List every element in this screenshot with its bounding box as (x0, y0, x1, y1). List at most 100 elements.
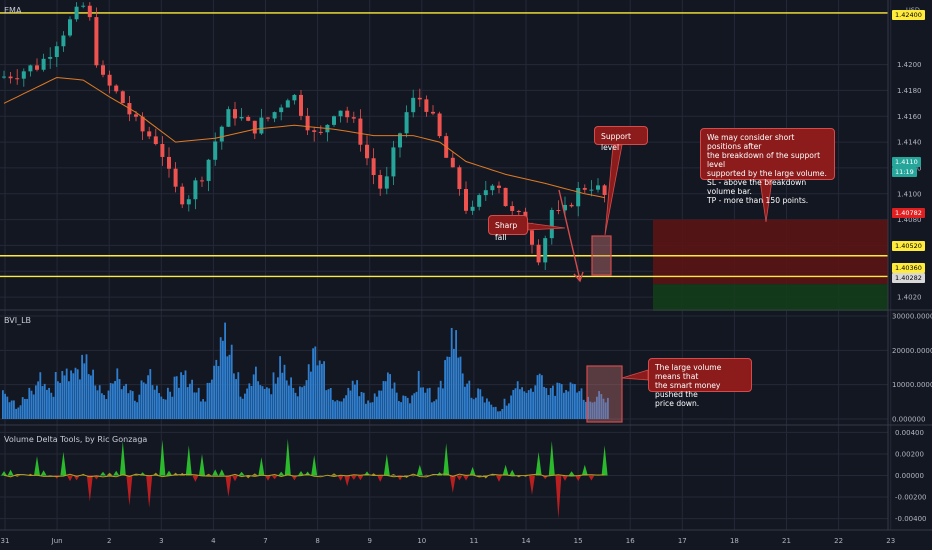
volume-bar (512, 389, 515, 419)
volume-bar (387, 372, 389, 419)
volume-bar (160, 396, 163, 419)
candle-body (94, 17, 99, 66)
volume-bar (360, 391, 363, 419)
delta-spike (113, 470, 120, 476)
volume-bar (538, 373, 541, 419)
delta-spike (106, 472, 113, 476)
price-pane-label: EMA (4, 6, 22, 15)
delta-spike (205, 473, 212, 476)
volume-bar (112, 383, 114, 419)
volume-bar (389, 374, 391, 419)
volume-bar (541, 375, 543, 419)
volume-bar (543, 386, 545, 419)
volume-bar (384, 381, 387, 419)
candle-body (239, 116, 244, 119)
delta-spike (575, 475, 582, 482)
volume-bar (585, 401, 587, 419)
candle-body (246, 116, 251, 121)
delta-spike (192, 475, 199, 482)
price-tick-label: 1.4180 (897, 87, 922, 95)
volume-bar (239, 396, 242, 419)
candle-body (464, 189, 468, 211)
volume-bar (248, 383, 251, 419)
level-lines (0, 12, 888, 278)
volume-bar (576, 392, 578, 419)
volume-note-annotation: The large volume means that the smart mo… (648, 358, 752, 408)
time-label: 23 (886, 537, 895, 545)
level-tag-2: 1.40360 (892, 263, 925, 273)
time-label: 18 (730, 537, 739, 545)
volume-bar (85, 354, 88, 419)
volume-bar (140, 380, 143, 419)
delta-spike (284, 438, 291, 476)
level-tag-top: 1.42400 (892, 10, 925, 20)
volume-bar (90, 375, 92, 419)
volume-bar (129, 390, 132, 419)
delta-tick-label: -0.00200 (895, 494, 926, 502)
volume-bar (2, 390, 4, 419)
volume-bar (109, 383, 112, 419)
volume-bar (222, 340, 224, 419)
volume-bar (83, 363, 86, 419)
volume-bar (285, 380, 288, 419)
delta-spike (34, 456, 40, 476)
volume-bar (96, 390, 99, 419)
candle-body (431, 111, 435, 114)
volume-bar (314, 346, 317, 419)
candle-body (510, 206, 515, 211)
volume-bar (182, 375, 185, 419)
volume-bar (479, 389, 482, 419)
time-label: Jun (51, 537, 63, 545)
volume-bar (162, 398, 165, 419)
volume-bar (74, 367, 77, 419)
volume-tick-label: 10000.000000 (892, 381, 932, 389)
volume-bar (43, 383, 46, 419)
volume-bar (371, 402, 374, 419)
volume-bar (578, 391, 581, 419)
candle-body (134, 114, 138, 117)
volume-bar (169, 391, 171, 419)
red-price-tag: 1.40782 (892, 208, 925, 218)
candle-body (483, 190, 488, 196)
volume-bar (151, 385, 154, 419)
delta-spike (496, 475, 502, 482)
candle-body (266, 117, 270, 119)
volume-bar (233, 373, 235, 419)
volume-bar (545, 388, 548, 419)
trade-idea-pointer (759, 179, 773, 223)
volume-bar (464, 386, 466, 419)
delta-spike (146, 475, 153, 508)
volume-bar (481, 396, 484, 419)
candle-body (107, 74, 112, 86)
volume-bar (402, 395, 405, 419)
volume-bar (448, 356, 451, 419)
time-label: 22 (834, 537, 843, 545)
candle-body (437, 113, 442, 137)
volume-bar (382, 381, 385, 419)
time-label: 7 (263, 537, 267, 545)
volume-bar (516, 381, 519, 419)
delta-spike (199, 453, 205, 476)
volume-bar (8, 402, 11, 419)
volume-note-line-2: the smart money pushed the (655, 381, 721, 399)
candlesticks (2, 2, 607, 270)
volume-bar (175, 376, 178, 419)
candle-body (450, 157, 455, 168)
countdown-tag: 11:19 (892, 167, 917, 177)
delta-spike (278, 471, 285, 476)
volume-bar (138, 394, 141, 419)
volume-bar (426, 388, 429, 419)
candle-body (15, 78, 20, 80)
volume-bar (70, 370, 72, 419)
volume-bar (455, 330, 457, 419)
delta-spike (298, 471, 304, 476)
candle-body (153, 136, 158, 145)
delta-spike (377, 475, 384, 482)
time-label: 10 (417, 537, 426, 545)
volume-delta-lines (1, 438, 608, 519)
delta-spike (60, 451, 67, 476)
volume-bar (123, 385, 125, 419)
volume-bar (244, 393, 246, 419)
volume-bar (598, 391, 600, 419)
